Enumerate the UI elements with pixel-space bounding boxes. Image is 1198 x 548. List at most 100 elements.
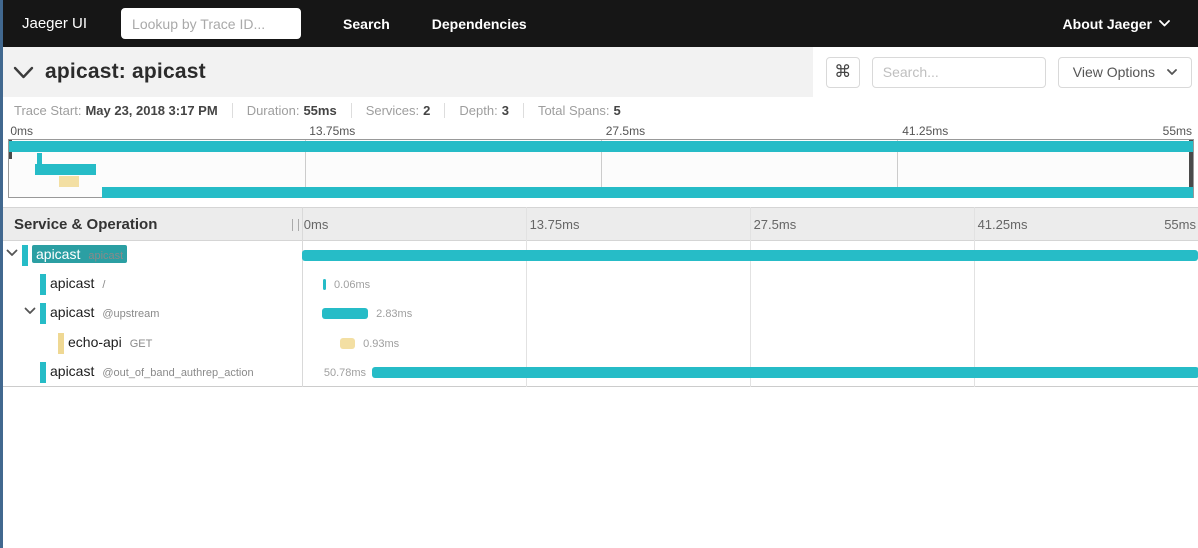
span-rows: apicast apicast apicast/0.06ms apicast @upst… [0,241,1198,387]
tick-label: 27.5ms [605,124,646,138]
minimap-span-bar [35,164,97,176]
chevron-down-icon [1167,69,1177,75]
minimap-span-bar [59,175,80,187]
trace-meta-item: Depth: 3 [444,103,509,118]
trace-summary: Trace Start: May 23, 2018 3:17 PM Duration… [0,97,1198,124]
meta-label: Depth: [459,103,498,118]
nav-item-search[interactable]: Search [343,15,390,32]
minimap-span-bar [9,141,1193,152]
span-timeline-cell[interactable]: 50.78ms [302,358,1198,387]
minimap-gridline [897,140,898,197]
meta-label: Total Spans: [537,103,610,118]
span-name-cell[interactable]: apicast @out_of_band_authrep_action [0,358,302,387]
tick-label: 55ms [1162,124,1192,138]
column-resize-grip[interactable] [292,219,299,231]
meta-label: Services: [365,103,420,118]
view-options-label: View Options [1072,64,1155,80]
meta-value: 2 [423,103,431,118]
app-brand[interactable]: Jaeger UI [22,15,88,32]
span-service-name: apicast apicast [32,245,128,263]
page-title: apicast: apicast [45,60,206,83]
view-options-button[interactable]: View Options [1057,56,1192,88]
top-nav: Jaeger UI Search Dependencies About Jaeg… [0,0,1198,47]
span-duration-bar[interactable] [302,250,1198,261]
minimap-tick-labels: 0ms 13.75ms 27.5ms 41.25ms 55ms [8,124,1194,139]
collapse-trace-chevron-icon[interactable] [13,66,34,79]
span-duration-label: 2.83ms [376,308,413,321]
span-name-cell[interactable]: apicast @upstream [0,299,302,328]
meta-label: Duration: [246,103,300,118]
span-color-block [58,332,64,354]
keyboard-shortcuts-button[interactable]: ⌘ [825,56,860,88]
trace-meta-item: Total Spans: 5 [522,103,621,118]
meta-value: 3 [501,103,509,118]
meta-value: May 23, 2018 3:17 PM [85,103,218,118]
meta-value: 55ms [303,103,337,118]
nav-item-dependencies[interactable]: Dependencies [431,15,527,32]
span-duration-label: 0.93ms [363,337,400,350]
span-duration-bar[interactable] [323,279,326,291]
tick-label: 13.75ms [529,217,580,232]
chevron-down-icon [1159,20,1170,27]
minimap-right-scrubber[interactable] [1189,140,1193,197]
about-jaeger-label: About Jaeger [1062,15,1152,32]
minimap-gridline [305,140,306,197]
span-operation-name: @upstream [102,308,160,321]
span-row[interactable]: echo-api GET 0.93ms [0,329,1198,358]
span-timeline-cell[interactable] [302,241,1198,270]
meta-label: Trace Start: [14,103,82,118]
span-row[interactable]: apicast/0.06ms [0,270,1198,299]
trace-title-area[interactable]: apicast: apicast [0,47,813,97]
tick-label: 41.25ms [902,124,949,138]
minimap-span-bar [36,152,42,164]
trace-meta-item: Services: 2 [350,103,431,118]
timeline-gridline [526,207,527,387]
span-duration-label: 50.78ms [323,366,367,379]
minimap-span-bar [101,187,1193,199]
span-color-block [40,274,46,296]
span-operation-name: apicast [88,250,124,262]
trace-header: apicast: apicast ⌘ View Options [0,47,1198,97]
span-operation-name: / [102,279,106,292]
about-jaeger-menu[interactable]: About Jaeger [1063,16,1170,32]
span-timeline-cell[interactable]: 0.93ms [302,329,1198,358]
span-operation-name: GET [129,337,153,350]
meta-value: 5 [613,103,621,118]
span-service-name: apicast @out_of_band_authrep_action [50,362,254,379]
trace-header-controls: ⌘ View Options [825,47,1198,97]
timeline-tick-labels: 0ms 13.75ms 27.5ms 41.25ms 55ms [302,208,1198,240]
column-divider [302,207,303,387]
span-table-header: Service & Operation 0ms 13.75ms 27.5ms 41.2… [0,207,1198,241]
tick-label: 27.5ms [753,217,797,232]
trace-search-input[interactable] [871,56,1046,88]
span-name-cell[interactable]: apicast apicast [0,241,302,270]
span-row[interactable]: apicast apicast [0,241,1198,270]
expand-children-chevron-icon[interactable] [24,307,36,315]
span-row[interactable]: apicast @out_of_band_authrep_action 50.78m… [0,358,1198,387]
tick-label: 55ms [1164,217,1196,232]
trace-id-input[interactable] [121,8,302,39]
span-duration-bar[interactable] [339,337,356,349]
span-timeline-cell[interactable]: 2.83ms [302,299,1198,328]
service-operation-header: Service & Operation [14,215,158,233]
span-name-cell[interactable]: apicast / [0,270,302,299]
span-duration-bar[interactable] [372,366,1198,378]
timeline-gridline [750,207,751,387]
trace-minimap[interactable] [8,139,1194,199]
span-color-block [40,303,46,325]
tick-label: 0ms [303,217,329,232]
span-timeline-cell[interactable]: 0.06ms [302,270,1198,299]
minimap-gridline [601,140,602,197]
window-edge [0,0,3,548]
span-service-name: apicast / [50,275,106,292]
span-duration-label: 0.06ms [334,279,371,292]
expand-children-chevron-icon[interactable] [6,249,18,257]
span-color-block [40,361,46,383]
span-service-name: echo-api GET [68,333,153,350]
tick-label: 0ms [10,124,34,138]
span-color-block [22,245,28,266]
span-duration-bar[interactable] [322,308,369,320]
span-row[interactable]: apicast @upstream 2.83ms [0,299,1198,328]
span-name-cell[interactable]: echo-api GET [0,329,302,358]
